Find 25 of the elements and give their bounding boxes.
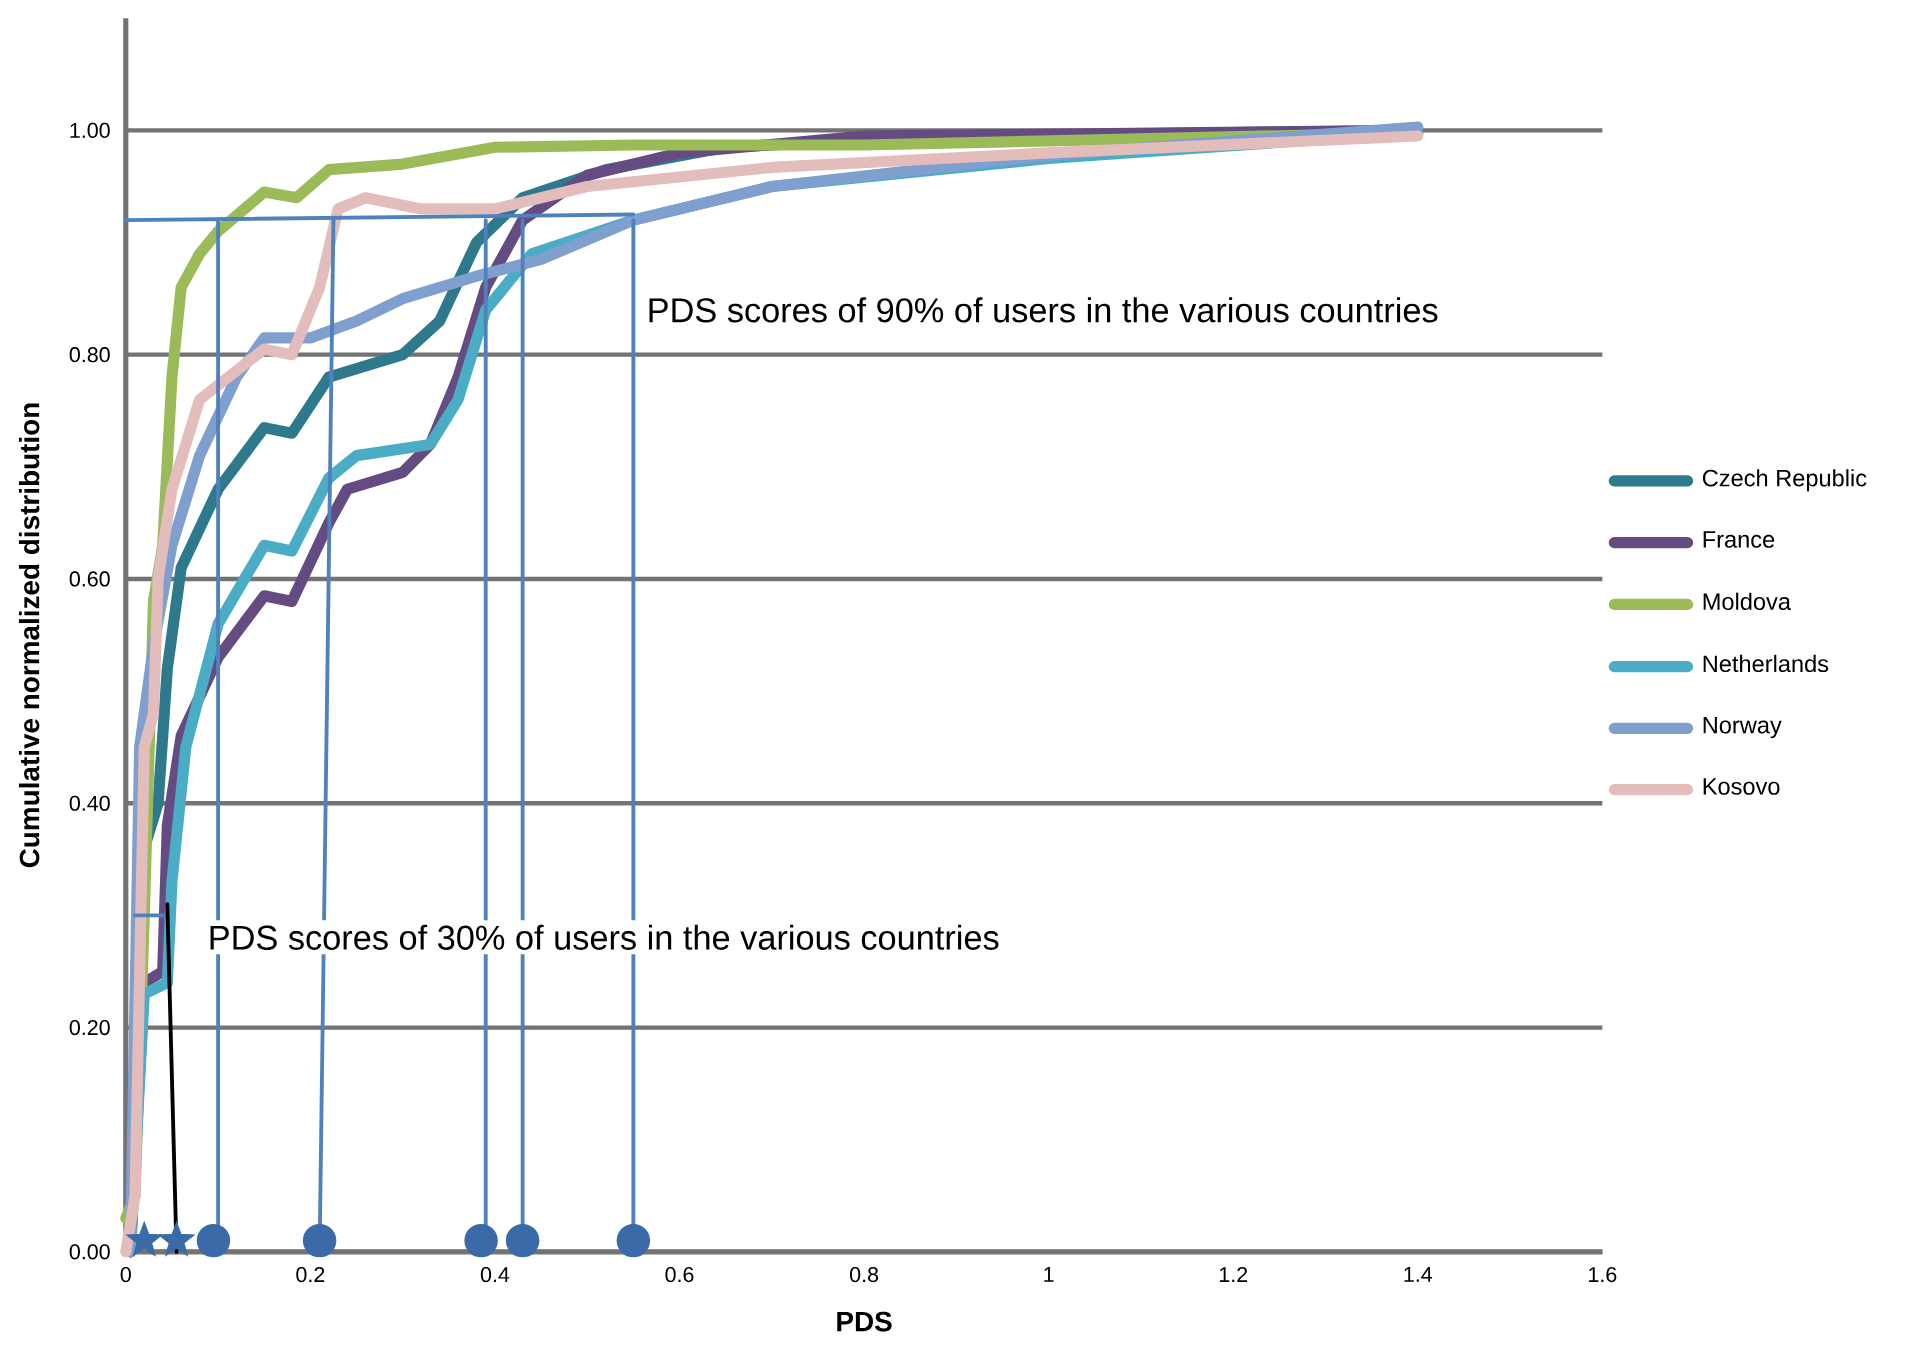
x-axis-title: PDS [837,1311,892,1332]
y-tick-label: 0.40 [69,795,110,811]
y-axis-title: Cumulative normalized distribution [18,403,40,868]
legend-label: Netherlands [1703,654,1829,673]
x-tick-label: 1.4 [1404,1266,1433,1282]
x-tick-label: 1.2 [1219,1266,1248,1282]
legend-label: Norway [1703,716,1782,739]
x-tick-label: 0.2 [296,1266,325,1283]
y-tick-label: 1.00 [70,122,110,138]
annotation: PDS scores of 90% of users in the various countries [649,297,1438,323]
legend-label: Czech Republic [1702,469,1867,492]
y-tick-label: 0.60 [69,571,110,587]
legend-label: Kosovo [1703,778,1780,795]
y-tick-label: 0.80 [69,347,110,363]
y-tick-label: 0.20 [69,1019,110,1036]
x-tick-label: 1.6 [1589,1266,1617,1283]
x-tick-label: 0.6 [665,1266,694,1283]
legend-label: Moldova [1703,592,1791,610]
y-tick-label: 0.00 [69,1244,110,1260]
legend-label: France [1703,531,1775,548]
x-tick-label: 0.4 [480,1266,510,1283]
x-tick-label: 0 [120,1266,131,1283]
annotation: PDS scores of 30% of users in the various countries [210,924,999,950]
x-tick-label: 1 [1044,1266,1054,1282]
x-tick-label: 0.8 [849,1266,879,1283]
